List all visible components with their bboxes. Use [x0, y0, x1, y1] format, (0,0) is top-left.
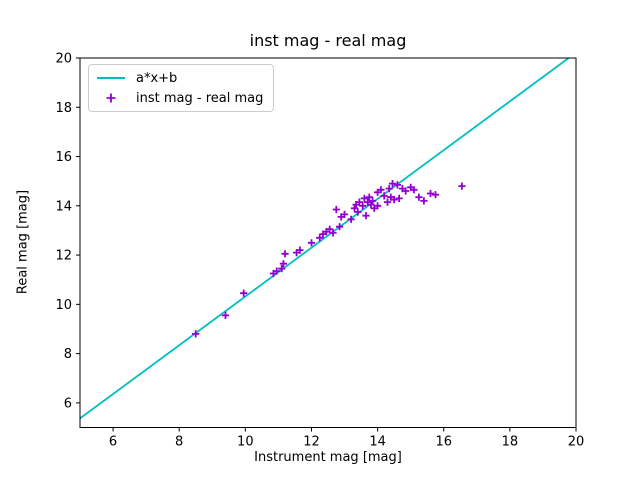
scatter-group: [192, 180, 466, 338]
y-axis-ticks: 6 8 10 12 14 16 18 20: [55, 52, 80, 411]
x-tick-label: 18: [502, 435, 519, 450]
y-tick-label: 6: [64, 396, 72, 411]
legend-item-fit-line: a*x+b: [95, 68, 263, 88]
legend-label-fit: a*x+b: [136, 70, 178, 86]
line-sample-icon: [97, 77, 125, 79]
scatter-points: [192, 180, 466, 338]
y-tick-label: 16: [55, 150, 72, 165]
x-axis-ticks: 6 8 10 12 14 16 18 20: [109, 427, 585, 450]
y-tick-label: 10: [55, 298, 72, 313]
plus-sample-stroke: [106, 93, 116, 103]
plus-marker-icon: [106, 93, 116, 103]
x-tick-label: 8: [175, 435, 183, 450]
legend-item-scatter: inst mag - real mag: [95, 88, 263, 108]
x-tick-label: 10: [237, 435, 254, 450]
chart-title: inst mag - real mag: [249, 31, 407, 50]
legend-marker-sample: [95, 91, 127, 105]
y-axis-label: Real mag [mag]: [15, 189, 31, 295]
y-tick-label: 12: [55, 249, 72, 264]
legend-line-sample: [95, 71, 127, 85]
y-tick-label: 14: [55, 199, 72, 214]
legend-label-scatter: inst mag - real mag: [136, 90, 264, 106]
x-tick-label: 20: [568, 435, 585, 450]
plot-border: [79, 57, 577, 428]
x-tick-label: 14: [369, 435, 386, 450]
x-tick-label: 12: [303, 435, 320, 450]
x-axis-label: Instrument mag [mag]: [254, 450, 402, 465]
x-tick-label: 6: [109, 435, 117, 450]
y-tick-label: 18: [55, 101, 72, 116]
y-tick-label: 20: [55, 52, 72, 67]
y-tick-label: 8: [64, 347, 72, 362]
fit-line: [80, 58, 571, 420]
fit-line-group: [80, 58, 571, 420]
legend: a*x+b inst mag - real mag: [88, 64, 275, 112]
x-tick-label: 16: [435, 435, 452, 450]
